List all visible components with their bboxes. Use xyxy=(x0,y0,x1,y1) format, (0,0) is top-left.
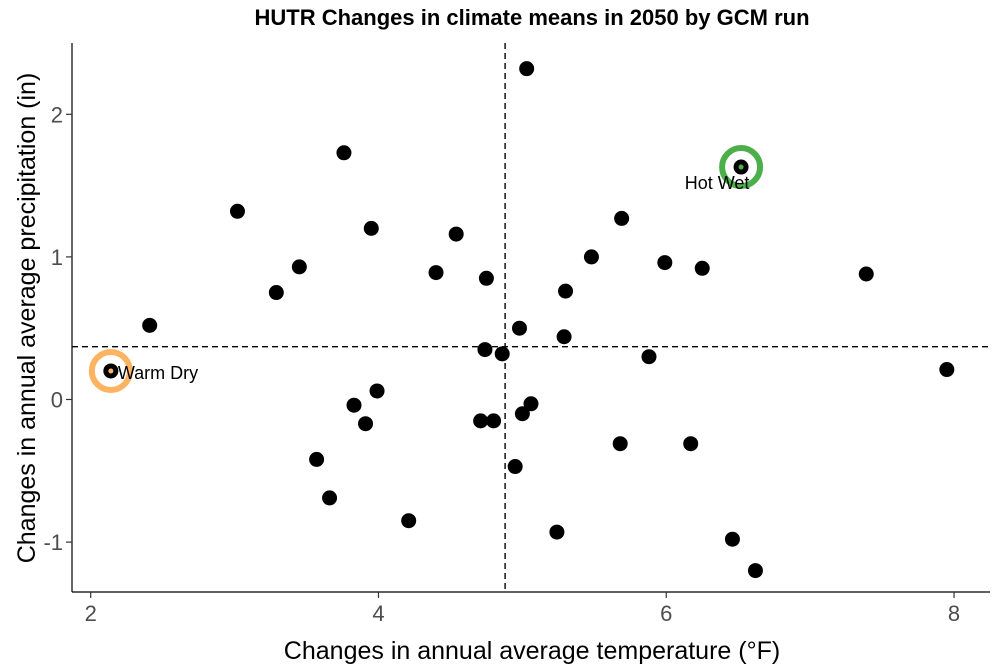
highlight-center-dot xyxy=(108,368,114,374)
data-point xyxy=(657,255,673,271)
y-tick-label: 2 xyxy=(51,102,63,127)
highlight-ring xyxy=(88,348,133,393)
data-point xyxy=(724,531,740,547)
annotation-label: Hot Wet xyxy=(685,173,750,193)
data-point xyxy=(612,436,628,452)
y-tick-label: 1 xyxy=(51,245,63,270)
data-point xyxy=(511,320,527,336)
data-point xyxy=(549,524,565,540)
data-point xyxy=(683,436,699,452)
data-point xyxy=(346,397,362,413)
x-tick-label: 8 xyxy=(948,601,960,626)
data-point xyxy=(291,259,307,275)
data-point xyxy=(514,406,530,422)
data-points xyxy=(103,61,955,579)
y-axis-label: Changes in annual average precipitation … xyxy=(13,73,41,564)
data-point xyxy=(401,513,417,529)
highlight-ring xyxy=(719,145,764,190)
data-point xyxy=(358,416,374,432)
data-point xyxy=(478,270,494,286)
data-point xyxy=(336,145,352,161)
data-point xyxy=(428,265,444,281)
data-point xyxy=(747,563,763,579)
axes: 2 4 6 8 -1 0 1 2 xyxy=(43,43,990,626)
data-point xyxy=(494,346,510,362)
data-point xyxy=(448,226,464,242)
data-point xyxy=(142,317,158,333)
data-point xyxy=(486,413,502,429)
data-point xyxy=(523,396,539,412)
data-point xyxy=(322,490,338,506)
annotation-label: Warm Dry xyxy=(118,363,198,383)
data-point xyxy=(556,329,572,345)
reference-lines xyxy=(72,43,990,592)
highlight-center-dot xyxy=(738,164,744,170)
chart-title: HUTR Changes in climate means in 2050 by… xyxy=(254,5,809,30)
data-point xyxy=(641,349,657,365)
data-point xyxy=(858,266,874,282)
data-point xyxy=(614,210,630,226)
data-point xyxy=(939,362,955,378)
data-point xyxy=(694,260,710,276)
data-point xyxy=(477,342,493,358)
x-tick-label: 2 xyxy=(85,601,97,626)
annotations: Hot Wet Warm Dry xyxy=(88,145,764,393)
data-point xyxy=(583,249,599,265)
data-point xyxy=(507,459,523,475)
data-point xyxy=(363,220,379,236)
y-tick-label: 0 xyxy=(51,387,63,412)
data-point xyxy=(229,203,245,219)
x-tick-label: 4 xyxy=(372,601,384,626)
x-axis-label: Changes in annual average temperature (°… xyxy=(284,637,780,665)
y-tick-label: -1 xyxy=(43,530,63,555)
x-tick-label: 6 xyxy=(660,601,672,626)
data-point xyxy=(309,451,325,467)
data-point xyxy=(558,283,574,299)
data-point xyxy=(369,383,385,399)
data-point xyxy=(519,61,535,77)
data-point xyxy=(268,285,284,301)
data-point xyxy=(473,413,489,429)
